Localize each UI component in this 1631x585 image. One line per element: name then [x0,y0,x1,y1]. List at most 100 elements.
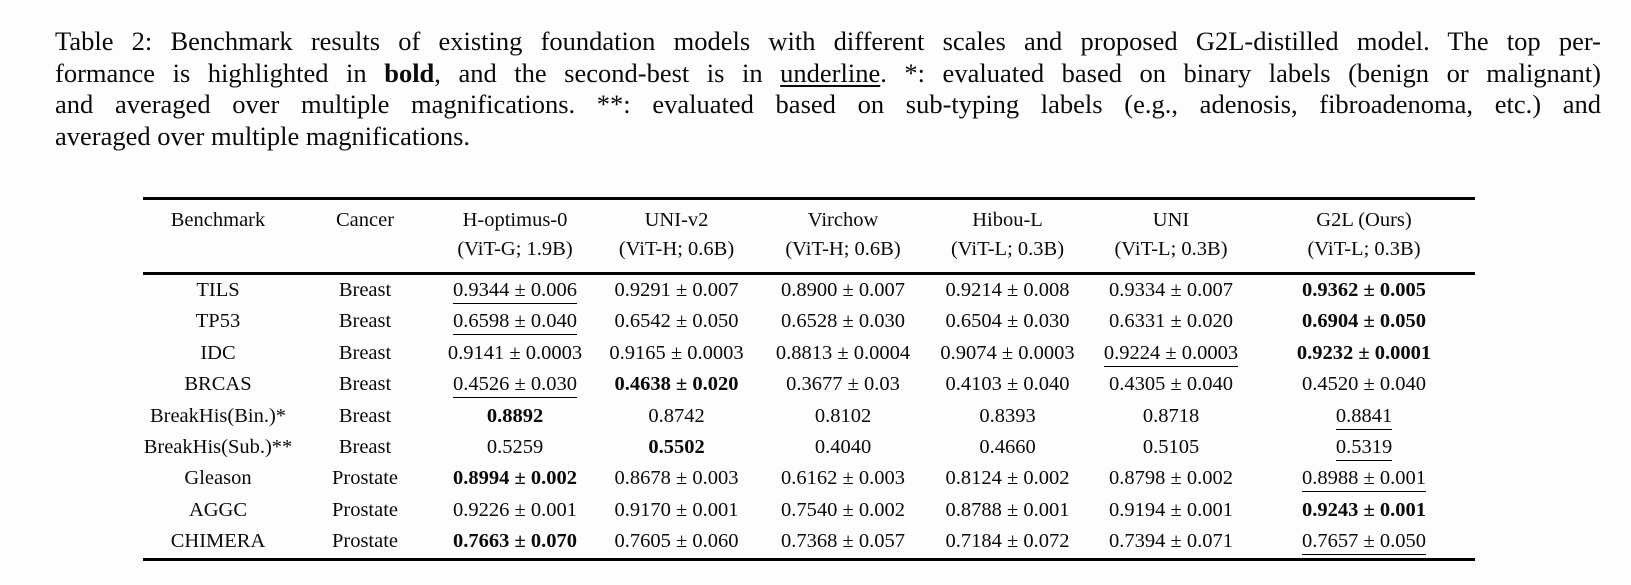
metric-value: 0.8892 [486,404,544,427]
value-cell: 0.9232 ± 0.0001 [1253,338,1475,369]
value-cell: 0.6504 ± 0.030 [926,306,1089,337]
metric-value: 0.4520 ± 0.040 [1301,373,1426,396]
caption-text: Table 2: Benchmark results of existing f… [55,26,1601,56]
metric-value: 0.8994 ± 0.002 [452,467,577,490]
table-row: AGGC Prostate 0.9226 ± 0.001 0.9170 ± 0.001… [143,495,1475,526]
value-cell: 0.5319 [1253,432,1475,463]
metric-value: 0.7540 ± 0.002 [780,498,905,521]
column-header-h-optimus-0: H-optimus-0 (ViT-G; 1.9B) [437,199,593,274]
value-cell: 0.5259 [437,432,593,463]
benchmark-cell: CHIMERA [170,530,266,553]
caption-bold-term: bold [384,57,435,88]
column-label: Hibou-L [972,209,1043,231]
value-cell: 0.6331 ± 0.020 [1089,306,1253,337]
metric-value: 0.8798 ± 0.002 [1108,467,1233,490]
value-cell: 0.6162 ± 0.003 [760,463,926,494]
benchmark-cell: Gleason [184,467,252,490]
value-cell: 0.4040 [760,432,926,463]
caption-line: Table 2: Benchmark results of existing f… [55,26,1601,58]
metric-value: 0.5259 [486,436,544,459]
metric-value: 0.8718 [1142,404,1200,427]
value-cell: 0.4660 [926,432,1089,463]
metric-value: 0.6598 ± 0.040 [452,310,577,336]
value-cell: 0.8900 ± 0.007 [760,274,926,307]
table-header-row: Benchmark Cancer H-optimus-0 (ViT-G; 1.9B) U… [143,199,1475,274]
cancer-cell: Prostate [331,498,399,521]
value-cell: 0.6598 ± 0.040 [437,306,593,337]
caption-text: and averaged over multiple magnification… [55,89,1601,119]
value-cell: 0.4526 ± 0.030 [437,369,593,400]
value-cell: 0.7184 ± 0.072 [926,526,1089,559]
table-body: TILS Breast 0.9344 ± 0.006 0.9291 ± 0.007 0.… [143,274,1475,560]
value-cell: 0.8841 [1253,401,1475,432]
metric-value: 0.9291 ± 0.007 [614,279,739,301]
table-row: Gleason Prostate 0.8994 ± 0.002 0.8678 ± 0.… [143,463,1475,494]
value-cell: 0.8718 [1089,401,1253,432]
metric-value: 0.4526 ± 0.030 [452,373,577,399]
cancer-cell: Breast [338,279,392,301]
metric-value: 0.3677 ± 0.03 [786,373,900,396]
caption-text: formance is highlighted in [55,57,385,88]
value-cell: 0.9170 ± 0.001 [593,495,760,526]
metric-value: 0.8900 ± 0.007 [780,279,905,301]
value-cell: 0.4103 ± 0.040 [926,369,1089,400]
metric-value: 0.7605 ± 0.060 [614,530,739,553]
cancer-cell: Breast [338,404,392,427]
value-cell: 0.9194 ± 0.001 [1089,495,1253,526]
value-cell: 0.8994 ± 0.002 [437,463,593,494]
metric-value: 0.8841 [1335,405,1393,430]
metric-value: 0.6542 ± 0.050 [614,310,739,333]
metric-value: 0.8124 ± 0.002 [945,467,1070,490]
metric-value: 0.9141 ± 0.0003 [447,341,583,364]
table-row: TP53 Breast 0.6598 ± 0.040 0.6542 ± 0.050 0.… [143,306,1475,337]
metric-value: 0.4660 [979,436,1036,459]
table-row: BRCAS Breast 0.4526 ± 0.030 0.4638 ± 0.020 0… [143,369,1475,400]
column-model-size: (ViT-L; 0.3B) [950,238,1065,260]
value-cell: 0.8102 [760,401,926,432]
benchmark-cell: BRCAS [184,373,252,396]
metric-value: 0.8393 [979,404,1036,427]
value-cell: 0.7605 ± 0.060 [593,526,760,559]
metric-value: 0.8742 [648,404,705,427]
column-model-size: (ViT-H; 0.6B) [618,238,735,260]
metric-value: 0.7368 ± 0.057 [780,530,905,553]
value-cell: 0.4520 ± 0.040 [1253,369,1475,400]
value-cell: 0.8798 ± 0.002 [1089,463,1253,494]
caption-line: formance is highlighted in bold, and the… [55,58,1601,90]
value-cell: 0.9344 ± 0.006 [437,274,593,307]
value-cell: 0.6904 ± 0.050 [1253,306,1475,337]
caption-text: . *: evaluated based on binary labels (b… [880,57,1601,88]
value-cell: 0.6528 ± 0.030 [760,306,926,337]
column-model-size: (ViT-H; 0.6B) [785,238,901,260]
metric-value: 0.9214 ± 0.008 [945,279,1070,301]
metric-value: 0.9074 ± 0.0003 [940,341,1075,364]
metric-value: 0.8813 ± 0.0004 [775,341,911,364]
benchmark-results-table: Benchmark Cancer H-optimus-0 (ViT-G; 1.9B) U… [143,197,1475,561]
column-label: Benchmark [170,209,266,231]
table-caption: Table 2: Benchmark results of existing f… [55,26,1601,152]
metric-value: 0.9226 ± 0.001 [452,498,577,521]
metric-value: 0.4040 [814,436,872,459]
column-label: G2L (Ours) [1316,209,1412,231]
cancer-cell: Breast [338,341,392,364]
cancer-cell: Prostate [331,530,399,553]
value-cell: 0.6542 ± 0.050 [593,306,760,337]
column-model-size: (ViT-L; 0.3B) [1307,238,1421,260]
metric-value: 0.5319 [1335,436,1393,462]
caption-line: averaged over multiple magnifications. [55,121,1601,153]
column-label: H-optimus-0 [462,209,568,231]
metric-value: 0.8678 ± 0.003 [614,467,739,490]
value-cell: 0.4638 ± 0.020 [593,369,760,400]
metric-value: 0.6162 ± 0.003 [780,467,905,490]
column-model-size: (ViT-G; 1.9B) [457,238,573,260]
cancer-cell: Breast [338,310,392,333]
column-header-hibou-l: Hibou-L (ViT-L; 0.3B) [926,199,1089,274]
column-label: UNI [1152,209,1190,231]
metric-value: 0.7184 ± 0.072 [945,530,1070,553]
metric-value: 0.6504 ± 0.030 [945,310,1070,333]
metric-value: 0.8988 ± 0.001 [1301,467,1426,493]
column-header-benchmark: Benchmark [143,199,293,274]
value-cell: 0.9141 ± 0.0003 [437,338,593,369]
column-model-size: (ViT-L; 0.3B) [1114,238,1228,260]
value-cell: 0.4305 ± 0.040 [1089,369,1253,400]
